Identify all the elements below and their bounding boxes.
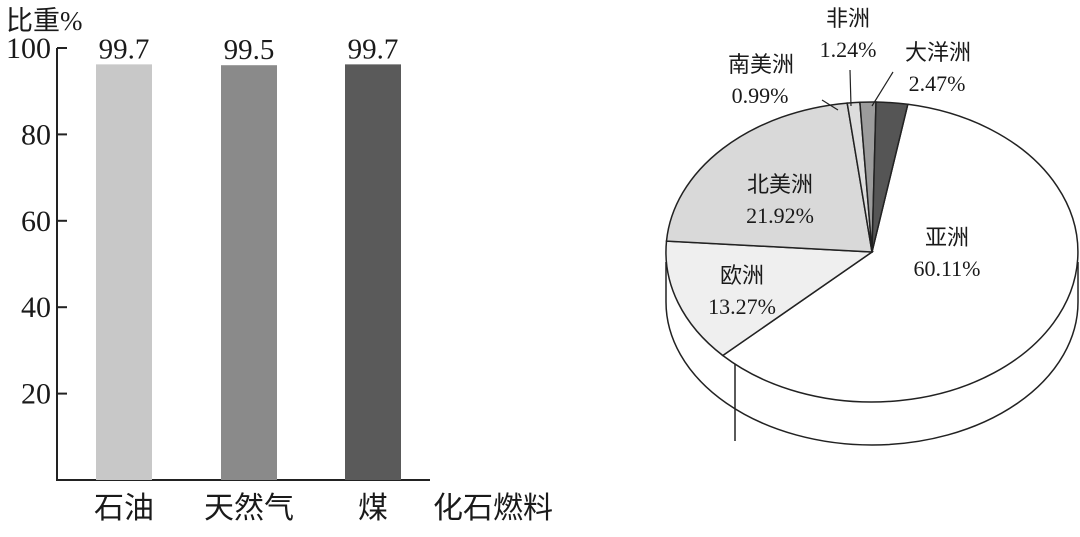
pie-slice-5 bbox=[871, 101, 909, 253]
bar-ticks: 20 40 60 80 100 bbox=[6, 32, 67, 411]
y-tick-label: 80 bbox=[21, 118, 51, 151]
pie-slice-2 bbox=[665, 102, 873, 253]
pie-slice-percent: 1.24% bbox=[820, 37, 877, 62]
bar-chart: 比重% 化石燃料 20 40 60 80 100 99.7 石油 99.5 天然气 99.7 煤 bbox=[6, 6, 553, 525]
pie-slice-percent: 13.27% bbox=[708, 294, 776, 319]
bar-marks: 99.7 石油 99.5 天然气 99.7 煤 bbox=[94, 33, 401, 525]
y-tick-label: 20 bbox=[21, 378, 51, 411]
pie-slices bbox=[665, 101, 1079, 403]
bar-value-label: 99.5 bbox=[224, 34, 275, 66]
y-tick-label: 60 bbox=[21, 205, 51, 238]
bar-1 bbox=[221, 65, 277, 480]
leader-oceania bbox=[871, 71, 894, 107]
pie-slice-name: 南美洲 bbox=[728, 52, 794, 77]
pie-leaders bbox=[821, 69, 894, 111]
bar-category-label: 煤 bbox=[358, 492, 388, 525]
bar-value-label: 99.7 bbox=[99, 33, 150, 65]
pie-slice-name: 北美洲 bbox=[747, 172, 813, 197]
y-axis-title: 比重% bbox=[6, 6, 83, 36]
y-tick-label: 100 bbox=[6, 32, 51, 65]
leader-south-america bbox=[821, 99, 839, 111]
pie-slice-name: 大洋洲 bbox=[905, 40, 971, 65]
pie-slice-name: 亚洲 bbox=[925, 225, 969, 250]
bar-value-label: 99.7 bbox=[348, 33, 399, 65]
y-tick-label: 40 bbox=[21, 291, 51, 324]
bar-category-label: 石油 bbox=[94, 492, 154, 525]
pie-slice-0 bbox=[721, 103, 1079, 403]
x-axis-title: 化石燃料 bbox=[433, 492, 553, 525]
pie-slice-percent: 60.11% bbox=[913, 256, 980, 281]
pie-slice-percent: 0.99% bbox=[732, 83, 789, 108]
bar-y-axis: 比重% 化石燃料 bbox=[6, 6, 553, 525]
pie-slice-1 bbox=[665, 240, 875, 357]
pie-slice-name: 欧洲 bbox=[720, 263, 764, 288]
pie-slice-name: 非洲 bbox=[826, 6, 870, 31]
bar-0 bbox=[96, 64, 152, 481]
bar-2 bbox=[345, 64, 401, 481]
pie-chart: 亚洲 60.11% 欧洲 13.27% 北美洲 21.92% 南美洲 0.99% 非洲 1.24%… bbox=[665, 6, 1079, 446]
pie-slice-percent: 21.92% bbox=[746, 203, 814, 228]
leader-africa bbox=[849, 69, 852, 107]
bar-category-label: 天然气 bbox=[204, 492, 294, 525]
pie-labels: 亚洲 60.11% 欧洲 13.27% 北美洲 21.92% 南美洲 0.99% 非洲 1.24%… bbox=[708, 6, 980, 319]
pie-slice-percent: 2.47% bbox=[909, 71, 966, 96]
